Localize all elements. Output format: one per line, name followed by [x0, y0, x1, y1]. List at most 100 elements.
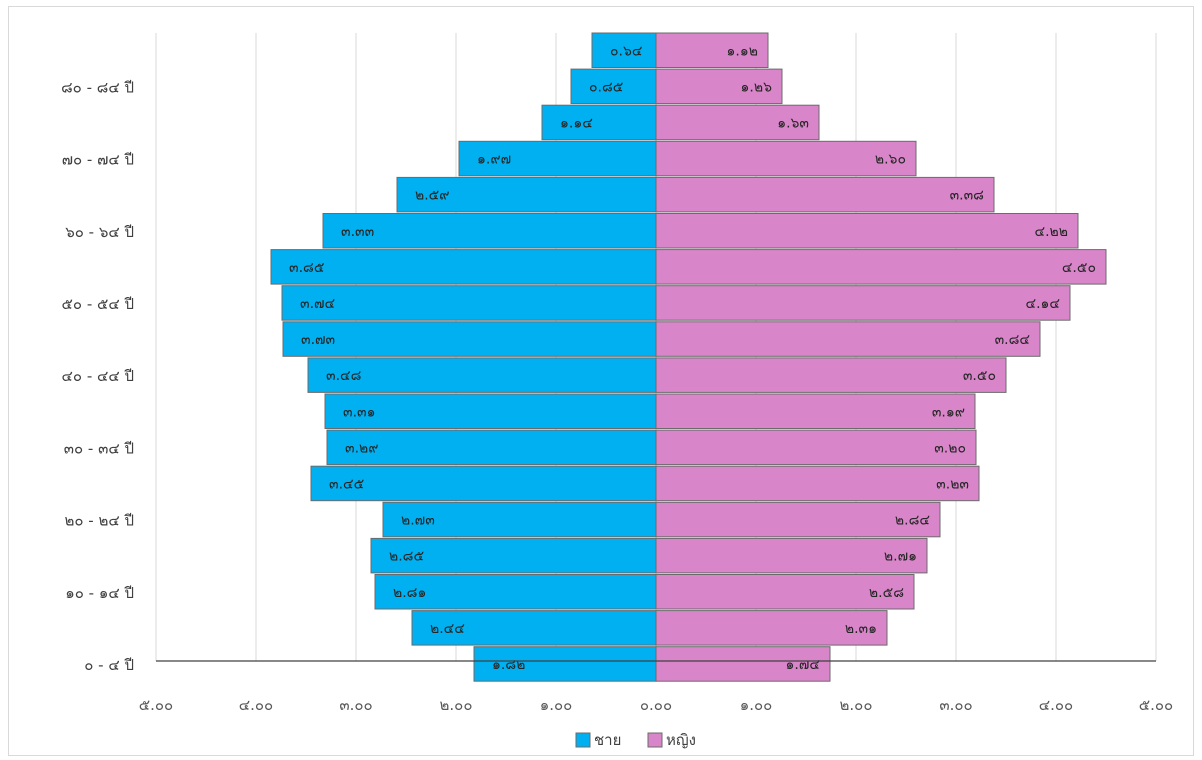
bar-female	[655, 610, 888, 646]
data-label-male: ๒.๗๓	[401, 513, 435, 529]
legend-swatch-female	[647, 732, 663, 748]
x-tick-label: ๕.๐๐	[1139, 696, 1173, 714]
bar-male	[591, 32, 657, 68]
bar-female	[655, 176, 995, 213]
data-label-male: ๒.๘๑	[393, 585, 426, 601]
bar-female	[655, 68, 783, 105]
data-label-male: ๒.๕๙	[415, 188, 450, 204]
bar-female	[655, 501, 941, 538]
y-tick-label: ๑๐ - ๑๔ ปี	[65, 584, 134, 602]
data-label-male: ๓.๗๓	[301, 332, 335, 348]
x-tick-label: ๔.๐๐	[1039, 696, 1073, 714]
data-label-female: ๒.๘๔	[895, 513, 930, 529]
bar-female	[655, 285, 1071, 321]
axes: ๕.๐๐ ๔.๐๐ ๓.๐๐ ๒.๐๐ ๑.๐๐ ๐.๐๐ ๑.๐๐ ๒.๐๐ ๓.๐๐ ๔.๐๐…	[61, 78, 1173, 714]
bar-female	[655, 465, 980, 502]
x-tick-label: ๒.๐๐	[840, 696, 873, 714]
data-label-male: ๓.๔๘	[326, 368, 361, 384]
population-pyramid-chart: ๐.๖๔ ๑.๑๒๐.๘๕ ๑.๒๖๑.๑๔ ๑.๖๓๑.๙๗ ๒.๖๐๒.๕๙ ๓.๓๘…	[61, 32, 1173, 749]
data-label-female: ๑.๗๔	[786, 657, 820, 673]
x-tick-label: ๐.๐๐	[640, 696, 672, 714]
bar-male	[458, 140, 657, 177]
bar-male	[382, 501, 657, 538]
bar-male	[326, 429, 657, 466]
data-label-female: ๑.๒๖	[741, 79, 773, 95]
bar-female	[655, 357, 1007, 393]
y-tick-label: ๔๐ - ๔๔ ปี	[62, 367, 134, 385]
data-label-female: ๓.๓๘	[950, 188, 984, 204]
data-label-female: ๑.๑๒	[727, 43, 758, 59]
bar-male	[473, 646, 657, 682]
bar-male	[281, 285, 657, 321]
bar-male	[310, 465, 657, 502]
bar-female	[655, 393, 976, 429]
data-label-female: ๔.๒๒	[1034, 224, 1068, 240]
data-label-male: ๒.๘๕	[389, 549, 424, 565]
data-label-female: ๓.๒๐	[934, 440, 966, 456]
bar-female	[655, 574, 915, 610]
data-label-female: ๓.๑๙	[932, 404, 965, 420]
data-label-male: ๑.๑๔	[560, 115, 593, 131]
x-tick-label: ๑.๐๐	[740, 696, 773, 714]
data-label-female: ๑.๖๓	[777, 115, 809, 131]
data-label-male: ๑.๙๗	[477, 152, 511, 168]
bars	[270, 32, 1107, 682]
data-label-male: ๓.๗๔	[300, 296, 335, 312]
bar-female	[655, 140, 917, 177]
data-label-female: ๒.๕๘	[869, 585, 904, 601]
bar-male	[411, 610, 657, 646]
data-label-female: ๒.๓๑	[845, 621, 877, 637]
data-label-male: ๒.๔๔	[430, 621, 465, 637]
legend-swatch-male	[575, 732, 591, 748]
bar-male	[282, 321, 657, 357]
bar-male	[270, 249, 657, 285]
bar-female	[655, 32, 769, 68]
chart-frame: ๐.๖๔ ๑.๑๒๐.๘๕ ๑.๒๖๑.๑๔ ๑.๖๓๑.๙๗ ๒.๖๐๒.๕๙ ๓.๓๘…	[8, 6, 1194, 756]
bar-male	[307, 357, 657, 393]
data-label-female: ๒.๗๑	[884, 549, 917, 565]
bar-female	[655, 213, 1079, 249]
bar-female	[655, 321, 1041, 357]
bar-female	[655, 249, 1107, 285]
data-label-male: ๑.๘๒	[492, 657, 525, 673]
legend-label-female: หญิง	[666, 731, 696, 749]
y-tick-label: ๗๐ - ๗๔ ปี	[62, 151, 134, 169]
bar-male	[541, 104, 657, 141]
data-label-female: ๓.๒๓	[936, 476, 969, 492]
data-label-male: ๓.๓๓	[341, 224, 374, 240]
data-label-female: ๓.๘๔	[995, 332, 1030, 348]
y-tick-label: ๕๐ - ๕๔ ปี	[62, 295, 134, 313]
y-tick-label: ๘๐ - ๘๔ ปี	[61, 78, 134, 96]
x-tick-label: ๔.๐๐	[239, 696, 273, 714]
x-tick-label: ๓.๐๐	[339, 696, 372, 714]
x-tick-label: ๑.๐๐	[540, 696, 573, 714]
data-label-male: ๓.๔๕	[329, 476, 364, 492]
data-label-male: ๓.๒๙	[345, 440, 379, 456]
data-label-male: ๓.๓๑	[343, 404, 375, 420]
bar-female	[655, 537, 928, 574]
data-label-female: ๒.๖๐	[875, 152, 906, 168]
data-label-male: ๐.๘๕	[589, 79, 623, 95]
data-label-female: ๓.๕๐	[963, 368, 996, 384]
bar-female	[655, 104, 820, 141]
x-tick-label: ๓.๐๐	[939, 696, 972, 714]
bar-male	[324, 393, 657, 429]
y-tick-label: ๐ - ๔ ปี	[84, 656, 134, 674]
x-tick-label: ๒.๐๐	[440, 696, 473, 714]
y-tick-label: ๒๐ - ๒๔ ปี	[64, 512, 134, 530]
bar-male	[370, 537, 657, 574]
data-label-male: ๐.๖๔	[610, 43, 642, 59]
y-tick-label: ๖๐ - ๖๔ ปี	[65, 223, 134, 241]
data-label-female: ๔.๕๐	[1062, 260, 1096, 276]
legend-label-male: ชาย	[594, 731, 621, 749]
bar-male	[374, 574, 657, 610]
bar-female	[655, 646, 831, 682]
bar-male	[322, 213, 657, 249]
bar-female	[655, 429, 977, 466]
x-tick-label: ๕.๐๐	[139, 696, 173, 714]
data-label-male: ๓.๘๕	[289, 260, 324, 276]
bar-male	[396, 176, 657, 213]
data-label-female: ๔.๑๔	[1025, 296, 1060, 312]
y-tick-label: ๓๐ - ๓๔ ปี	[64, 439, 134, 457]
legend: ชาย หญิง	[575, 731, 696, 749]
